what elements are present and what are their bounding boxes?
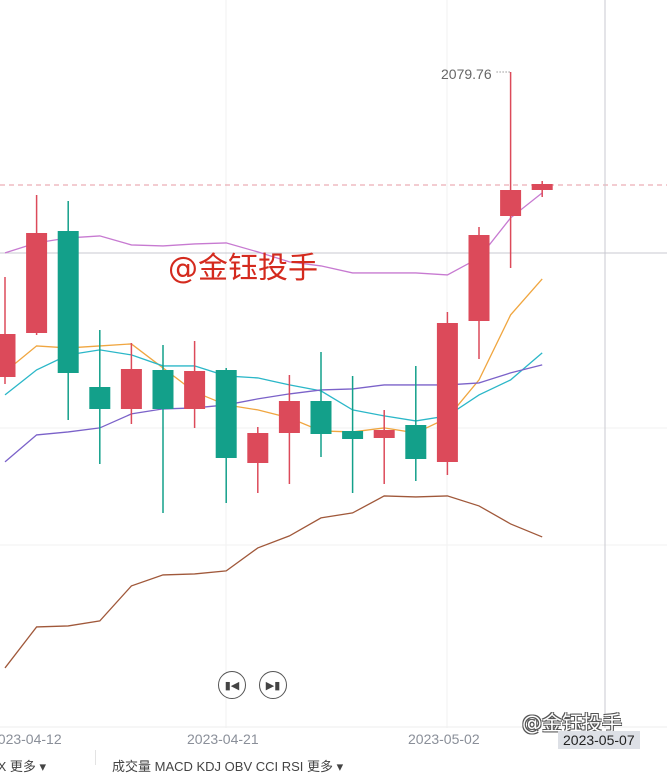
- candle-body: [152, 370, 174, 409]
- divider: [95, 750, 96, 765]
- candle-body: [120, 369, 142, 409]
- candle-body: [531, 184, 553, 190]
- candle-body: [436, 323, 458, 462]
- indicator-selector-main[interactable]: IX 更多 ▾: [0, 759, 47, 774]
- candle-body: [342, 431, 364, 439]
- x-tick-label: 2023-05-02: [408, 731, 480, 747]
- candle-body: [247, 433, 269, 463]
- candle-body: [373, 430, 395, 438]
- x-tick-label: 2023-04-12: [0, 731, 62, 747]
- candle-body: [215, 370, 237, 458]
- indicator-line: [4, 192, 543, 276]
- indicator-selector-sub[interactable]: 成交量 MACD KDJ OBV CCI RSI 更多 ▾: [112, 759, 344, 774]
- candle-body: [468, 235, 490, 321]
- candle-body: [26, 233, 48, 333]
- watermark: @金钰投手: [168, 251, 318, 286]
- candle-body: [278, 401, 300, 433]
- crosshair-date-label: 2023-05-07: [558, 731, 640, 749]
- candle-body: [500, 190, 522, 216]
- indicator-line: [4, 349, 543, 422]
- prev-button[interactable]: ▮◀: [218, 671, 246, 699]
- candle-body: [405, 425, 427, 459]
- skip-forward-icon: ▶▮: [265, 679, 281, 692]
- candlestick-chart[interactable]: [0, 0, 667, 728]
- indicator-line: [4, 278, 543, 434]
- candle-body: [57, 231, 79, 373]
- candle-body: [89, 387, 111, 409]
- next-button[interactable]: ▶▮: [259, 671, 287, 699]
- indicator-line: [4, 495, 543, 669]
- candle-body: [310, 401, 332, 434]
- candle-body: [0, 334, 16, 377]
- skip-back-icon: ▮◀: [224, 679, 240, 692]
- candle-body: [184, 371, 206, 409]
- x-tick-label: 2023-04-21: [187, 731, 259, 747]
- max-price-label: 2079.76: [441, 66, 492, 82]
